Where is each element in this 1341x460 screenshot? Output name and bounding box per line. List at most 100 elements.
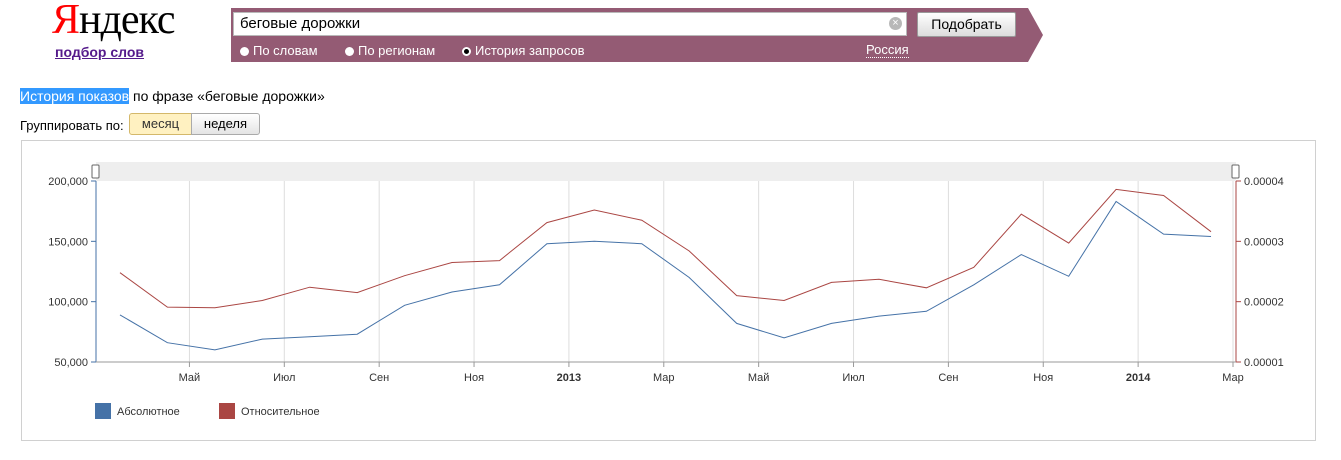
data-point: [1020, 253, 1022, 255]
page-title: История показов по фразе «беговые дорожк…: [20, 87, 325, 105]
wordstat-home-link[interactable]: подбор слов: [55, 44, 145, 60]
x-tick-label: Июл: [273, 372, 295, 384]
data-point: [166, 341, 168, 343]
data-point: [309, 286, 311, 288]
data-point: [783, 299, 785, 301]
data-point: [214, 307, 216, 309]
range-handle-left-icon[interactable]: [91, 164, 100, 179]
x-tick-label: Июл: [842, 372, 864, 384]
data-point: [261, 299, 263, 301]
data-point: [214, 349, 216, 351]
series-line-relative: [119, 188, 1212, 309]
data-point: [1162, 233, 1164, 235]
y-right-tick-label: 0.00001: [1244, 357, 1284, 369]
data-point: [735, 294, 737, 296]
data-point: [261, 338, 263, 340]
group-week-button[interactable]: неделя: [191, 113, 260, 135]
range-navigator-strip: [96, 162, 1236, 181]
x-tick-label: Сен: [938, 372, 958, 384]
data-point: [1210, 235, 1212, 237]
x-tick-label: Сен: [369, 372, 389, 384]
page-title-phrase: по фразе «беговые дорожки»: [129, 88, 325, 104]
radio-by-words[interactable]: По словам: [240, 43, 318, 59]
radio-history[interactable]: История запросов: [462, 43, 585, 59]
search-input[interactable]: беговые дорожки: [233, 12, 907, 36]
data-point: [593, 240, 595, 242]
group-month-button[interactable]: месяц: [129, 113, 192, 135]
data-point: [641, 219, 643, 221]
data-point: [641, 243, 643, 245]
y-left-tick-label: 100,000: [48, 297, 88, 309]
data-point: [878, 315, 880, 317]
data-point: [119, 314, 121, 316]
data-point: [1020, 213, 1022, 215]
search-panel-arrow: [1028, 8, 1043, 62]
logo-first-letter: Я: [52, 0, 80, 43]
radio-icon: [345, 47, 354, 56]
radio-label: По словам: [253, 43, 318, 58]
radio-checked-icon: [462, 47, 471, 56]
data-point: [309, 335, 311, 337]
x-tick-label: Мар: [1222, 372, 1244, 384]
region-selector[interactable]: Россия: [866, 42, 909, 58]
data-point: [783, 337, 785, 339]
data-point: [973, 284, 975, 286]
data-point: [830, 322, 832, 324]
y-left-tick-label: 150,000: [48, 236, 88, 248]
radio-label: История запросов: [475, 43, 585, 58]
legend-swatch-relative: [219, 403, 235, 419]
x-tick-label: Ноя: [464, 372, 484, 384]
yandex-logo[interactable]: Яндекс: [52, 0, 176, 43]
radio-label: По регионам: [358, 43, 436, 58]
x-tick-label: Ноя: [1033, 372, 1053, 384]
data-point: [1115, 188, 1117, 190]
series-line-absolute: [119, 200, 1212, 351]
data-point: [119, 272, 121, 274]
data-point: [1162, 194, 1164, 196]
x-tick-label: 2013: [557, 372, 581, 384]
data-point: [1067, 242, 1069, 244]
data-point: [403, 304, 405, 306]
x-tick-label: Май: [748, 372, 770, 384]
data-point: [1115, 200, 1117, 202]
legend-item-relative[interactable]: Относительное: [219, 403, 320, 419]
data-point: [973, 266, 975, 268]
data-point: [546, 221, 548, 223]
radio-by-regions[interactable]: По регионам: [345, 43, 435, 59]
chart-frame: [21, 140, 1316, 441]
x-tick-label: Май: [179, 372, 201, 384]
legend-label: Абсолютное: [117, 406, 180, 418]
data-point: [546, 243, 548, 245]
data-point: [498, 284, 500, 286]
data-point: [688, 250, 690, 252]
x-tick-label: 2014: [1126, 372, 1151, 384]
legend-item-absolute[interactable]: Абсолютное: [95, 403, 180, 419]
data-point: [593, 209, 595, 211]
data-point: [925, 287, 927, 289]
data-point: [1067, 275, 1069, 277]
logo-rest: ндекс: [79, 0, 175, 43]
find-button[interactable]: Подобрать: [917, 12, 1016, 37]
data-point: [166, 306, 168, 308]
y-right-tick-label: 0.00003: [1244, 236, 1284, 248]
data-point: [688, 276, 690, 278]
data-point: [735, 322, 737, 324]
data-point: [498, 259, 500, 261]
y-left-tick-label: 50,000: [54, 357, 88, 369]
y-right-tick-label: 0.00004: [1244, 176, 1284, 188]
y-left-tick-label: 200,000: [48, 176, 88, 188]
radio-icon: [240, 47, 249, 56]
group-by-label: Группировать по:: [20, 118, 124, 133]
clear-icon[interactable]: ×: [889, 17, 902, 30]
data-point: [451, 261, 453, 263]
x-tick-label: Мар: [653, 372, 675, 384]
data-point: [878, 278, 880, 280]
legend-label: Относительное: [241, 406, 320, 418]
range-handle-right-icon[interactable]: [1231, 164, 1240, 179]
data-point: [1210, 230, 1212, 232]
page-title-highlight: История показов: [20, 88, 130, 104]
legend-swatch-absolute: [95, 403, 111, 419]
data-point: [830, 281, 832, 283]
data-point: [356, 291, 358, 293]
